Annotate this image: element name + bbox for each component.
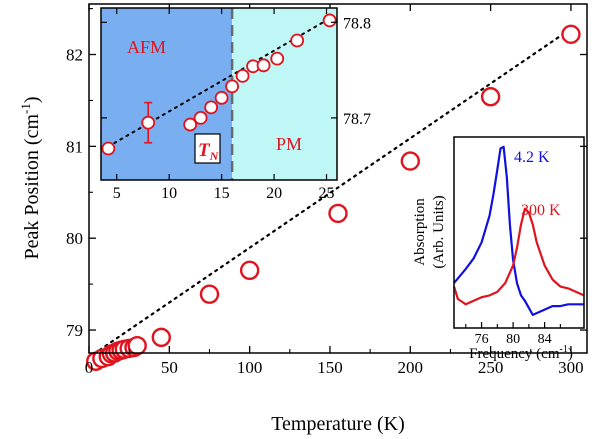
inset-x-tick-label: 5: [113, 185, 121, 202]
x-tick-label: 200: [398, 358, 424, 377]
main-ticks: 0 50 100 150 200 250 300 79 80 81 82: [66, 4, 587, 377]
inset-ticks: 5 10 15 20 25 78.7 78.8: [101, 8, 371, 202]
inset-data-point: [183, 117, 198, 132]
inset-data-point: [235, 68, 250, 83]
main-data-point: [328, 203, 348, 224]
spectra-x-tick-label: 84: [538, 332, 552, 347]
spectra-x-title-suffix: ): [568, 346, 573, 362]
spectra-x-tick-label: 80: [506, 332, 520, 347]
main-plot-frame: [88, 3, 588, 354]
inset-data-point: [290, 33, 305, 48]
x-tick-label: 250: [478, 358, 504, 377]
inset-x-tick-label: 25: [319, 185, 335, 202]
inset-data-point: [101, 141, 116, 156]
spectra-x-title-main: Frequency (cm: [469, 346, 560, 362]
pm-label: PM: [276, 134, 302, 154]
series-label-300k: 300 K: [521, 202, 561, 219]
inset-x-tick-label: 15: [214, 185, 230, 202]
x-axis-title: Temperature (K): [271, 413, 405, 435]
x-tick-label: 50: [161, 358, 178, 377]
inset-data-point: [322, 13, 337, 28]
y-tick-label: 79: [66, 321, 83, 340]
inset1-frame: [100, 7, 338, 181]
inset-data-point: [204, 100, 219, 115]
inset-data-point: [270, 51, 285, 66]
inset-data-point: [214, 90, 229, 105]
inset-chart-2: 76 80 84 4.2 K 300 K Absorption (Arb. Unit…: [412, 136, 585, 362]
inset-data-points: [101, 13, 337, 156]
y-axis-title: Peak Position (cm-1): [18, 96, 43, 259]
spectra-ticks: 76 80 84: [465, 322, 561, 347]
main-data-point: [400, 151, 420, 171]
inset2-frame: [453, 136, 585, 329]
inset-x-tick-label: 20: [266, 185, 282, 202]
spectra-lines: [452, 145, 585, 316]
main-data-point: [239, 260, 260, 281]
inset-y-tick-label: 78.8: [343, 15, 371, 32]
main-data-point: [127, 335, 147, 356]
y-tick-label: 82: [66, 46, 83, 65]
x-tick-label: 150: [317, 358, 343, 377]
tn-label-box: [194, 133, 221, 164]
spectra-y-title-2: (Arb. Units): [431, 195, 447, 268]
spectrum-line-300k: [452, 207, 585, 306]
spectra-y-title: Absorption: [412, 198, 428, 266]
y-tick-label: 80: [66, 229, 83, 248]
inset-data-point: [225, 79, 240, 94]
main-fit-line: [92, 27, 573, 356]
spectra-x-title: Frequency (cm-1): [469, 344, 573, 362]
inset-data-point: [141, 115, 156, 130]
series-label-4k: 4.2 K: [514, 149, 550, 166]
y-axis-title-sup: -1: [18, 103, 33, 114]
inset-data-point: [193, 110, 208, 125]
x-tick-label: 0: [85, 358, 94, 377]
tn-label: TN: [198, 140, 220, 163]
main-data-point: [480, 87, 501, 107]
inset-y-tick-label: 78.7: [343, 111, 371, 128]
main-data-point: [199, 284, 220, 304]
tn-label-sub: N: [209, 149, 220, 163]
inset-x-tick-label: 10: [161, 185, 177, 202]
main-chart: 0 50 100 150 200 250 300 79 80 81 82 Temperature (…: [18, 3, 588, 435]
spectra-x-tick-label: 76: [475, 332, 489, 347]
spectra-x-title-sup: -1: [560, 344, 568, 355]
y-axis-title-main: Peak Position (cm: [21, 114, 43, 260]
inset-data-point: [256, 58, 271, 73]
tn-label-main: T: [198, 140, 211, 161]
y-axis-title-suffix: ): [21, 96, 43, 103]
pm-region: [232, 8, 337, 180]
y-tick-label: 81: [66, 137, 83, 156]
x-tick-label: 100: [237, 358, 263, 377]
spectrum-line-4k: [453, 145, 584, 316]
main-data-point: [561, 24, 581, 45]
afm-label: AFM: [127, 37, 166, 57]
x-tick-label: 300: [558, 358, 584, 377]
inset-chart-1: AFM PM TN 5 10 15 20 25 78.7 78.8: [100, 7, 371, 202]
main-data-point: [151, 327, 171, 348]
